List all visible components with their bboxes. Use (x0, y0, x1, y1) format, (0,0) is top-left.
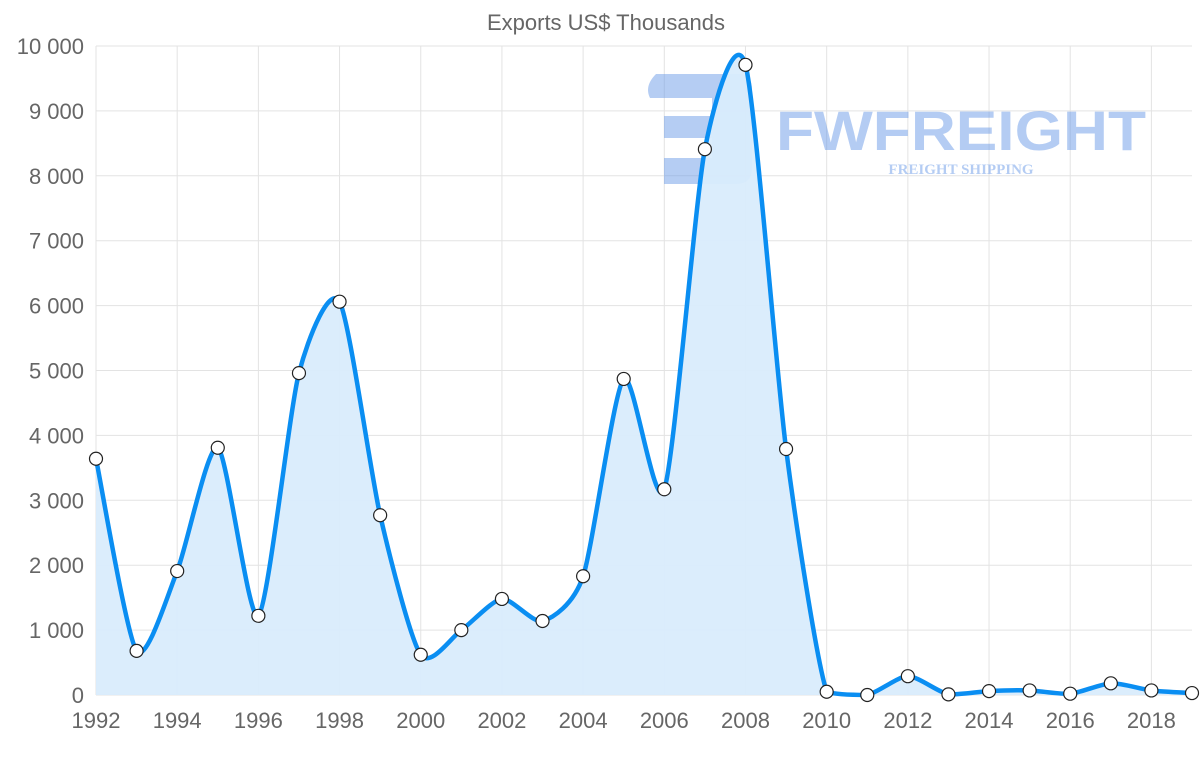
data-point (860, 687, 875, 703)
data-point (251, 608, 266, 623)
data-point (494, 591, 510, 607)
data-point (454, 622, 469, 638)
y-tick-label: 4 000 (29, 423, 84, 448)
data-point (616, 371, 631, 387)
data-point (819, 684, 834, 699)
x-tick-label: 1998 (315, 708, 364, 733)
x-tick-label: 1996 (234, 708, 283, 733)
data-point (88, 451, 104, 466)
x-axis: 1992 1994 1996 1998 2000 2002 2004 2006 2008 2010… (72, 708, 1176, 733)
data-point (535, 613, 550, 629)
y-tick-label: 8 000 (29, 164, 84, 189)
y-tick-label: 6 000 (29, 294, 84, 319)
series-area (96, 54, 1192, 695)
data-point (657, 482, 672, 497)
data-point (210, 440, 225, 455)
data-point (1063, 686, 1078, 701)
y-tick-label: 7 000 (29, 229, 84, 254)
x-tick-label: 2008 (721, 708, 770, 733)
y-tick-label: 2 000 (29, 553, 84, 578)
data-point (1022, 683, 1037, 698)
x-tick-label: 1992 (72, 708, 121, 733)
data-point (373, 508, 388, 523)
x-tick-label: 1994 (153, 708, 202, 733)
data-point (900, 669, 915, 684)
data-point (576, 569, 591, 584)
data-point (332, 294, 347, 309)
x-tick-label: 2014 (965, 708, 1014, 733)
data-point (697, 142, 712, 157)
y-tick-label: 0 (72, 683, 84, 708)
data-point (941, 687, 956, 702)
data-point (291, 365, 307, 381)
data-point (129, 643, 144, 658)
x-tick-label: 2006 (640, 708, 689, 733)
y-tick-label: 3 000 (29, 488, 84, 513)
watermark-tagline: FREIGHT SHIPPING (888, 162, 1033, 178)
chart-title: Exports US$ Thousands (487, 10, 725, 35)
watermark-brand: FWFREIGHT (776, 99, 1146, 162)
data-point (1103, 676, 1118, 691)
watermark-logo: FWFREIGHT FREIGHT SHIPPING (648, 74, 1146, 184)
y-axis: 0 1 000 2 000 3 000 4 000 5 000 6 000 7 000 8 00… (17, 34, 84, 708)
x-tick-label: 2018 (1127, 708, 1176, 733)
data-point (1144, 683, 1159, 698)
data-point (1184, 685, 1200, 701)
x-tick-label: 2010 (802, 708, 851, 733)
x-tick-label: 2002 (477, 708, 526, 733)
data-point (738, 57, 753, 72)
grid (95, 45, 1192, 696)
data-point (981, 684, 997, 699)
y-tick-label: 5 000 (29, 359, 84, 384)
x-tick-label: 2016 (1046, 708, 1095, 733)
x-tick-label: 2000 (396, 708, 445, 733)
y-tick-label: 1 000 (29, 618, 84, 643)
data-point (778, 441, 794, 457)
y-tick-label: 10 000 (17, 34, 84, 59)
data-point (170, 563, 185, 579)
plot-area (88, 52, 1200, 703)
y-tick-label: 9 000 (29, 99, 84, 124)
data-point (413, 647, 428, 662)
x-tick-label: 2012 (883, 708, 932, 733)
x-tick-label: 2004 (559, 708, 608, 733)
